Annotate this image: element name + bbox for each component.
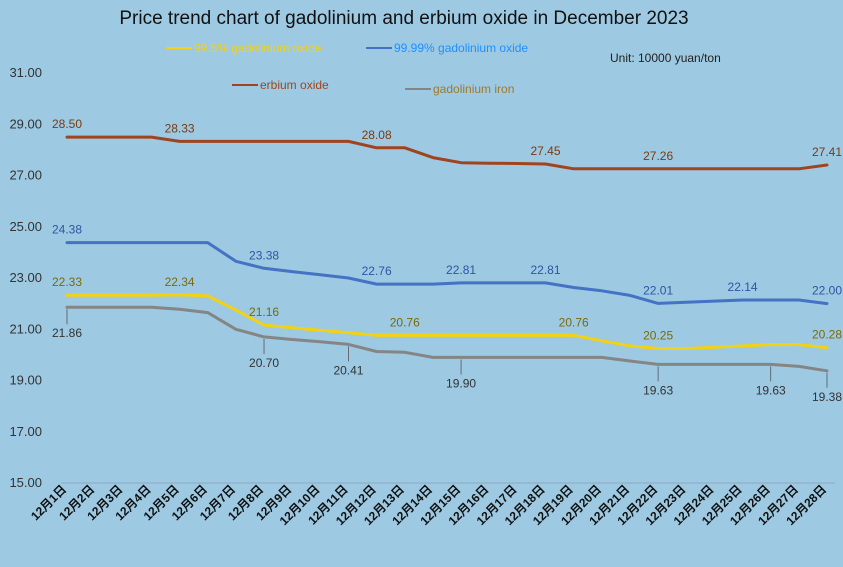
data-label: 19.90 [446,376,476,390]
data-label: 20.76 [390,315,420,329]
data-label: 20.28 [812,328,842,342]
data-label: 22.00 [812,284,842,298]
data-labels: 28.50 28.33 28.08 27.45 27.26 27.41 24.38 23.38… [52,117,842,404]
data-label: 21.86 [52,326,82,340]
data-label: 28.08 [362,128,392,142]
data-label: 19.63 [643,383,673,397]
data-label: 28.50 [52,117,82,131]
data-label: 19.38 [812,390,842,404]
y-tick-label: 19.00 [9,373,42,388]
data-label: 27.26 [643,149,673,163]
data-label: 28.33 [165,121,195,135]
data-label: 22.33 [52,275,82,289]
y-tick-label: 15.00 [9,475,42,490]
data-label: 20.41 [333,363,363,377]
data-label: 22.76 [362,264,392,278]
data-label: 20.25 [643,328,673,342]
series-line-erbium_oxide [65,135,829,171]
data-label: 23.38 [249,248,279,262]
data-label: 22.01 [643,283,673,297]
data-label: 27.41 [812,145,842,159]
y-tick-label: 27.00 [9,168,42,183]
y-tick-label: 31.00 [9,65,42,80]
y-tick-label: 25.00 [9,219,42,234]
data-label: 19.63 [756,383,786,397]
legend-label-gadolinium_iron: gadolinium iron [433,82,514,96]
series-line-gd_oxide_995 [65,293,829,350]
legend-label-erbium_oxide: erbium oxide [260,78,329,92]
data-label: 27.45 [531,144,561,158]
chart-title: Price trend chart of gadolinium and erbi… [119,8,688,29]
series-line-gd_oxide_9999 [65,241,829,306]
y-tick-label: 17.00 [9,424,42,439]
y-tick-label: 23.00 [9,270,42,285]
legend-label-gd_oxide_995: 99.5% gadolinium oxide [194,41,322,55]
data-label: 22.14 [728,280,758,294]
data-label: 24.38 [52,223,82,237]
x-axis: 12月1日12月2日12月3日12月4日12月5日12月6日12月7日12月8日… [28,482,835,528]
data-label: 20.76 [559,315,589,329]
legend-label-gd_oxide_9999: 99.99% gadolinium oxide [394,41,528,55]
data-label: 21.16 [249,305,279,319]
legend: 99.5% gadolinium oxide 99.99% gadolinium … [166,41,528,96]
data-label: 22.81 [531,263,561,277]
y-axis: 15.00 17.00 19.00 21.00 23.00 25.00 27.00 29.00… [9,65,42,490]
data-label: 22.34 [165,275,195,289]
data-label: 20.70 [249,356,279,370]
y-tick-label: 29.00 [9,116,42,131]
unit-label: Unit: 10000 yuan/ton [610,51,721,65]
series-line-gadolinium_iron [65,305,829,373]
y-tick-label: 21.00 [9,321,42,336]
series-lines [65,135,829,373]
data-label: 22.81 [446,263,476,277]
